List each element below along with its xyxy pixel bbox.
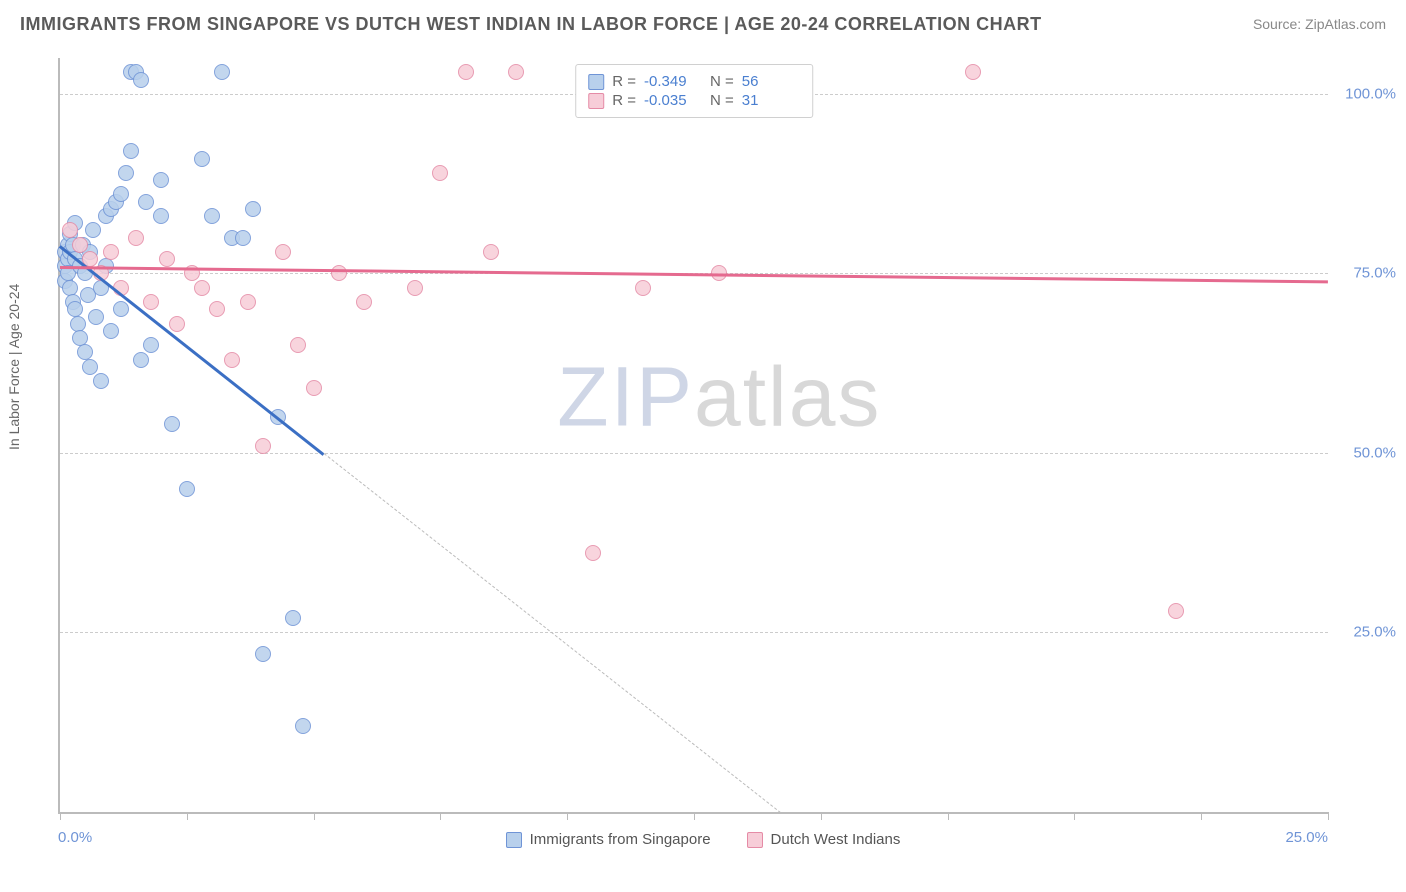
legend-row: R = -0.349 N = 56 xyxy=(588,73,800,90)
chart-area: In Labor Force | Age 20-24 ZIPatlas R = … xyxy=(0,48,1406,852)
x-tick xyxy=(821,812,822,820)
data-point xyxy=(585,545,601,561)
x-tick xyxy=(948,812,949,820)
data-point xyxy=(133,72,149,88)
data-point xyxy=(356,294,372,310)
swatch-series-0 xyxy=(588,74,604,90)
swatch-series-1 xyxy=(747,832,763,848)
watermark: ZIPatlas xyxy=(557,349,881,446)
data-point xyxy=(123,143,139,159)
data-point xyxy=(159,251,175,267)
data-point xyxy=(255,438,271,454)
source-link[interactable]: ZipAtlas.com xyxy=(1305,16,1386,32)
chart-header: IMMIGRANTS FROM SINGAPORE VS DUTCH WEST … xyxy=(0,0,1406,48)
data-point xyxy=(88,309,104,325)
x-tick xyxy=(1074,812,1075,820)
data-point xyxy=(224,352,240,368)
data-point xyxy=(143,294,159,310)
data-point xyxy=(209,301,225,317)
legend-item: Dutch West Indians xyxy=(747,831,901,848)
data-point xyxy=(194,280,210,296)
data-point xyxy=(275,244,291,260)
x-tick xyxy=(567,812,568,820)
data-point xyxy=(432,165,448,181)
x-tick xyxy=(694,812,695,820)
y-tick-label: 25.0% xyxy=(1353,624,1396,641)
data-point xyxy=(194,151,210,167)
data-point xyxy=(635,280,651,296)
data-point xyxy=(965,64,981,80)
x-tick xyxy=(1201,812,1202,820)
data-point xyxy=(82,359,98,375)
plot-area: ZIPatlas R = -0.349 N = 56 R = -0.035 N … xyxy=(58,58,1328,814)
x-tick xyxy=(440,812,441,820)
data-point xyxy=(143,337,159,353)
data-point xyxy=(306,380,322,396)
data-point xyxy=(118,165,134,181)
data-point xyxy=(1168,603,1184,619)
data-point xyxy=(508,64,524,80)
legend-item: Immigrants from Singapore xyxy=(506,831,711,848)
x-tick xyxy=(60,812,61,820)
data-point xyxy=(103,323,119,339)
data-point xyxy=(179,481,195,497)
data-point xyxy=(331,265,347,281)
data-point xyxy=(85,222,101,238)
data-point xyxy=(128,230,144,246)
data-point xyxy=(458,64,474,80)
data-point xyxy=(93,373,109,389)
legend-correlation: R = -0.349 N = 56 R = -0.035 N = 31 xyxy=(575,64,813,118)
data-point xyxy=(103,244,119,260)
gridline xyxy=(60,632,1328,633)
source-label: Source: ZipAtlas.com xyxy=(1253,16,1386,32)
data-point xyxy=(204,208,220,224)
x-tick xyxy=(314,812,315,820)
data-point xyxy=(235,230,251,246)
data-point xyxy=(214,64,230,80)
gridline xyxy=(60,453,1328,454)
y-tick-label: 75.0% xyxy=(1353,265,1396,282)
y-tick-label: 100.0% xyxy=(1345,85,1396,102)
data-point xyxy=(153,172,169,188)
swatch-series-0 xyxy=(506,832,522,848)
data-point xyxy=(113,186,129,202)
chart-title: IMMIGRANTS FROM SINGAPORE VS DUTCH WEST … xyxy=(20,14,1042,35)
data-point xyxy=(295,718,311,734)
data-point xyxy=(483,244,499,260)
data-point xyxy=(62,222,78,238)
x-tick xyxy=(1328,812,1329,820)
data-point xyxy=(407,280,423,296)
y-axis-label: In Labor Force | Age 20-24 xyxy=(6,284,22,450)
legend-row: R = -0.035 N = 31 xyxy=(588,92,800,109)
data-point xyxy=(240,294,256,310)
data-point xyxy=(169,316,185,332)
x-tick xyxy=(187,812,188,820)
legend-series: Immigrants from Singapore Dutch West Ind… xyxy=(0,831,1406,848)
regression-line xyxy=(60,266,1328,283)
data-point xyxy=(245,201,261,217)
data-point xyxy=(133,352,149,368)
data-point xyxy=(290,337,306,353)
data-point xyxy=(113,301,129,317)
data-point xyxy=(153,208,169,224)
swatch-series-1 xyxy=(588,93,604,109)
data-point xyxy=(255,646,271,662)
data-point xyxy=(285,610,301,626)
data-point xyxy=(138,194,154,210)
y-tick-label: 50.0% xyxy=(1353,444,1396,461)
data-point xyxy=(164,416,180,432)
data-point xyxy=(72,237,88,253)
